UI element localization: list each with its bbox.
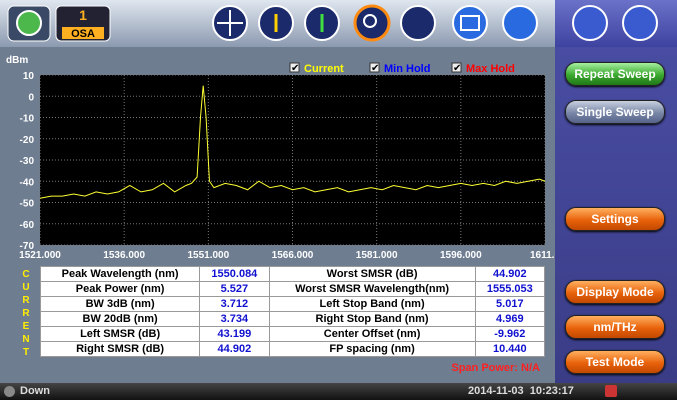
label-cell: Left Stop Band (nm) [268, 296, 476, 312]
value-cell: 10.440 [474, 341, 546, 357]
home-icon [16, 10, 42, 36]
legend-check: ✔ [453, 63, 461, 74]
label-cell: Peak Power (nm) [39, 281, 201, 297]
value-cell: 5.527 [199, 281, 270, 297]
side-button[interactable]: Single Sweep [565, 100, 665, 124]
y-tick-label: 10 [23, 71, 35, 82]
y-tick-label: -60 [20, 220, 35, 231]
x-tick-label: 1551.000 [187, 250, 229, 261]
label-cell: FP spacing (nm) [268, 341, 476, 357]
legend-checkbox [289, 62, 300, 73]
value-cell: 1550.084 [199, 266, 270, 282]
x-tick-label: 1521.000 [19, 250, 61, 261]
side-button[interactable]: Repeat Sweep [565, 62, 665, 86]
y-tick-label: -10 [20, 114, 35, 125]
label-cell: Right Stop Band (nm) [268, 311, 476, 327]
value-cell: 3.734 [199, 311, 270, 327]
status-state: Down [20, 385, 50, 397]
x-tick-label: 1536.000 [103, 250, 145, 261]
value-cell: -9.962 [474, 326, 546, 342]
label-cell: Worst SMSR Wavelength(nm) [268, 281, 476, 297]
toolbar-icons: 1 OSA [7, 4, 658, 42]
table-row: Right SMSR (dB) 44.902 FP spacing (nm) 10.4… [39, 341, 546, 357]
legend-checkbox [451, 62, 462, 73]
table-row: BW 20dB (nm) 3.734 Right Stop Band (nm) 4.9… [39, 311, 546, 327]
y-tick-label: -20 [20, 135, 35, 146]
value-cell: 1555.053 [474, 281, 546, 297]
results-table: Peak Wavelength (nm) 1550.084 Worst SMSR (… [39, 266, 546, 357]
side-button[interactable]: Test Mode [565, 350, 665, 374]
label-cell: Left SMSR (dB) [39, 326, 201, 342]
legend-label: Max Hold [466, 63, 515, 75]
y-tick-label: -30 [20, 156, 35, 167]
y-axis-label: dBm [6, 55, 28, 66]
files-button[interactable] [622, 5, 658, 41]
label-cell: Center Offset (nm) [268, 326, 476, 342]
info-tool[interactable] [502, 5, 538, 41]
table-row: Peak Wavelength (nm) 1550.084 Worst SMSR (… [39, 266, 546, 282]
table-row: Peak Power (nm) 5.527 Worst SMSR Wavelengt… [39, 281, 546, 297]
label-cell: Right SMSR (dB) [39, 341, 201, 357]
icon-glyph [363, 14, 377, 28]
pan-tool[interactable] [400, 5, 436, 41]
label-cell: BW 3dB (nm) [39, 296, 201, 312]
table-row: BW 3dB (nm) 3.712 Left Stop Band (nm) 5.017 [39, 296, 546, 312]
tools-button[interactable] [572, 5, 608, 41]
legend-check: ✔ [371, 63, 379, 74]
label-cell: Worst SMSR (dB) [268, 266, 476, 282]
y-tick-label: 0 [28, 92, 34, 103]
status-icon [4, 386, 15, 397]
status-icon [605, 385, 617, 397]
side-button[interactable]: Settings [565, 207, 665, 231]
legend-label: Min Hold [384, 63, 430, 75]
value-cell: 5.017 [474, 296, 546, 312]
instrument-label: OSA [71, 28, 95, 40]
x-tick-label: 1566.000 [272, 250, 314, 261]
x-tick-label: 1611.0 [530, 250, 555, 261]
tool-icons [212, 4, 658, 42]
legend-label: Current [304, 63, 344, 75]
value-cell: 44.902 [199, 341, 270, 357]
label-cell: Peak Wavelength (nm) [39, 266, 201, 282]
value-cell: 43.199 [199, 326, 270, 342]
label-cell: BW 20dB (nm) [39, 311, 201, 327]
legend-checkbox [369, 62, 380, 73]
side-button[interactable]: nm/THz [565, 315, 665, 339]
span-power: Span Power: N/A [451, 362, 540, 374]
osa-tag [62, 27, 104, 39]
value-cell: 44.902 [474, 266, 546, 282]
y-tick-label: -70 [20, 241, 35, 252]
x-tick-label: 1596.000 [440, 250, 482, 261]
zoom-tool[interactable] [353, 4, 391, 42]
x-tick-label: 1581.000 [356, 250, 398, 261]
trace [39, 85, 546, 199]
value-cell: 3.712 [199, 296, 270, 312]
instrument-number: 1 [79, 7, 87, 23]
y-tick-label: -50 [20, 199, 35, 210]
value-cell: 4.969 [474, 311, 546, 327]
window-tool[interactable] [452, 5, 488, 41]
table-row: Left SMSR (dB) 43.199 Center Offset (nm) -9… [39, 326, 546, 342]
status-bar: Down 2014-11-03 10:23:17 [0, 383, 677, 400]
legend-check: ✔ [291, 63, 299, 74]
icon-glyph [460, 15, 480, 31]
trace-label: CURRENT [22, 269, 30, 358]
status-datetime: 2014-11-03 10:23:17 [468, 385, 574, 397]
y-tick-label: -40 [20, 177, 35, 188]
side-button[interactable]: Display Mode [565, 280, 665, 304]
